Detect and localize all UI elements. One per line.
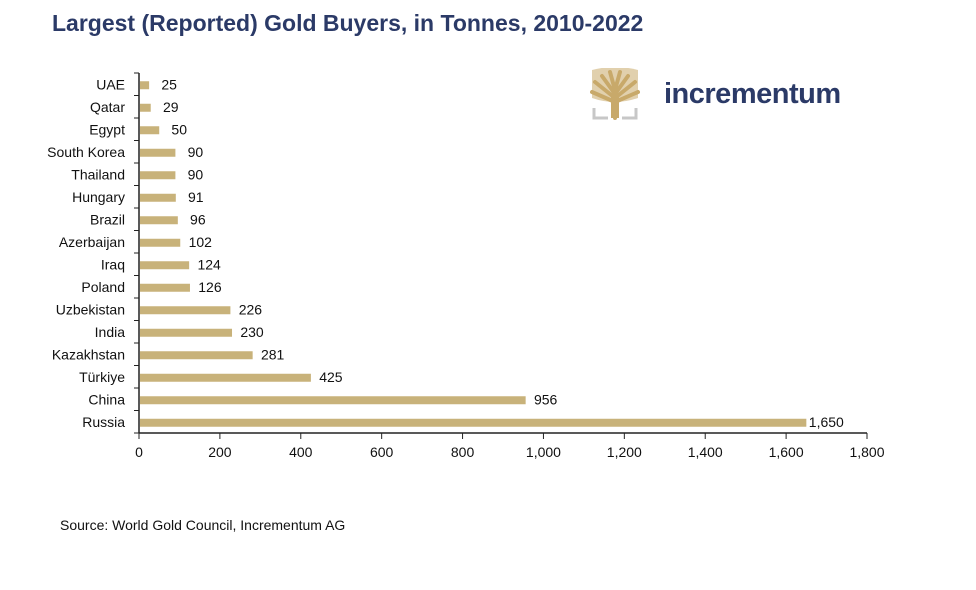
category-label: Poland <box>81 279 125 295</box>
data-label: 90 <box>188 144 204 160</box>
bar <box>140 351 253 360</box>
bar <box>140 126 160 135</box>
chart-title: Largest (Reported) Gold Buyers, in Tonne… <box>52 10 644 36</box>
x-tick-label: 200 <box>208 444 232 460</box>
data-label: 126 <box>198 279 222 295</box>
data-label: 102 <box>189 234 213 250</box>
data-label: 91 <box>188 189 204 205</box>
category-label: Hungary <box>72 189 125 205</box>
bar <box>140 103 151 112</box>
bar <box>140 216 178 225</box>
category-label: Qatar <box>90 99 125 115</box>
x-tick-label: 1,200 <box>607 444 642 460</box>
data-label: 281 <box>261 346 285 362</box>
x-tick-label: 1,400 <box>688 444 723 460</box>
x-tick-label: 600 <box>370 444 394 460</box>
bar <box>140 283 190 292</box>
category-label: Uzbekistan <box>56 301 125 317</box>
category-label: UAE <box>96 76 125 92</box>
incrementum-logo: incrementum <box>590 68 841 120</box>
bar <box>140 193 176 202</box>
category-label: Kazakhstan <box>52 346 125 362</box>
data-label: 90 <box>188 166 204 182</box>
bar <box>140 373 311 382</box>
data-label: 25 <box>161 76 177 92</box>
logo-text: incrementum <box>664 77 841 110</box>
bar <box>140 148 176 157</box>
category-label: India <box>95 324 126 340</box>
category-label: China <box>88 391 125 407</box>
x-tick-label: 0 <box>135 444 143 460</box>
category-label: Egypt <box>89 121 125 137</box>
category-label: Türkiye <box>79 369 125 385</box>
bar <box>140 396 526 405</box>
data-label: 230 <box>240 324 264 340</box>
data-label: 29 <box>163 99 179 115</box>
plot-area: UAE 25 Qatar 29 Egypt 50 South Korea 90 Thailand… <box>47 72 885 460</box>
data-label: 956 <box>534 391 558 407</box>
data-label: 124 <box>197 256 221 272</box>
bar <box>140 306 231 315</box>
bar <box>140 81 150 90</box>
x-tick-label: 400 <box>289 444 313 460</box>
source-note: Source: World Gold Council, Incrementum … <box>60 517 346 533</box>
data-label: 96 <box>190 211 206 227</box>
data-label: 1,650 <box>809 414 844 430</box>
bar <box>140 261 190 270</box>
bar <box>140 171 176 180</box>
tree-icon <box>590 68 640 120</box>
x-tick-label: 1,000 <box>526 444 561 460</box>
category-label: Azerbaijan <box>59 234 125 250</box>
category-label: Russia <box>82 414 125 430</box>
category-label: Iraq <box>101 256 125 272</box>
category-label: Thailand <box>71 166 125 182</box>
bar <box>140 418 807 427</box>
data-label: 425 <box>319 369 343 385</box>
category-label: South Korea <box>47 144 125 160</box>
x-tick-label: 1,800 <box>849 444 884 460</box>
x-tick-label: 800 <box>451 444 475 460</box>
data-label: 226 <box>239 301 263 317</box>
bar <box>140 238 181 247</box>
bar <box>140 328 233 337</box>
data-label: 50 <box>171 121 187 137</box>
x-tick-label: 1,600 <box>769 444 804 460</box>
category-label: Brazil <box>90 211 125 227</box>
